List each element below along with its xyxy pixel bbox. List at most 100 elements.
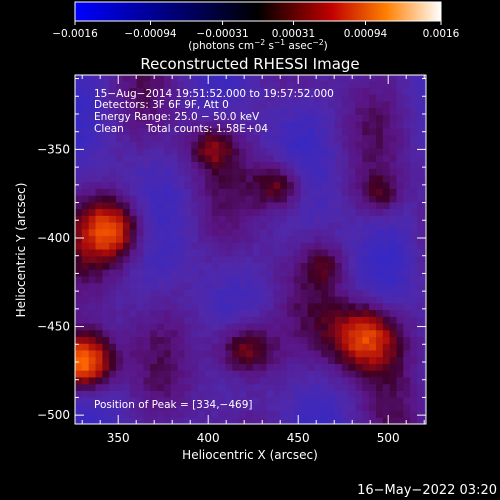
- heatmap-cell: [81, 336, 90, 344]
- heatmap-cell: [232, 114, 240, 122]
- heatmap-cell: [266, 161, 274, 169]
- heatmap-cell: [163, 154, 172, 162]
- heatmap-cell: [116, 174, 124, 183]
- heatmap-cell: [417, 161, 425, 169]
- heatmap-cell: [273, 336, 281, 344]
- heatmap-cell: [389, 174, 397, 183]
- heatmap-cell: [362, 208, 370, 216]
- heatmap-cell: [355, 302, 363, 311]
- heatmap-cell: [198, 410, 206, 418]
- heatmap-cell: [287, 376, 295, 385]
- heatmap-cell: [328, 269, 336, 277]
- heatmap-cell: [205, 87, 213, 95]
- heatmap-cell: [321, 121, 329, 129]
- heatmap-cell: [129, 275, 138, 284]
- heatmap-cell: [369, 114, 377, 122]
- x-axis-label: Heliocentric X (arcsec): [182, 448, 318, 462]
- heatmap-cell: [314, 417, 322, 424]
- heatmap-cell: [218, 370, 226, 378]
- heatmap-cell: [321, 94, 329, 102]
- heatmap-cell: [266, 168, 274, 176]
- heatmap-cell: [252, 181, 261, 189]
- heatmap-cell: [334, 141, 343, 149]
- heatmap-cell: [266, 397, 274, 405]
- heatmap-cell: [143, 417, 151, 424]
- heatmap-cell: [116, 114, 124, 122]
- heatmap-cell: [95, 127, 103, 136]
- heatmap-cell: [382, 75, 391, 82]
- heatmap-cell: [88, 94, 97, 102]
- heatmap-cell: [184, 289, 192, 297]
- heatmap-cell: [321, 417, 329, 424]
- heatmap-cell: [417, 289, 425, 297]
- heatmap-cell: [328, 188, 336, 196]
- heatmap-cell: [410, 134, 418, 142]
- heatmap-cell: [75, 161, 83, 169]
- heatmap-cell: [396, 269, 404, 277]
- heatmap-cell: [102, 242, 110, 250]
- heatmap-cell: [334, 275, 343, 284]
- heatmap-cell: [211, 168, 220, 176]
- heatmap-cell: [423, 302, 426, 311]
- heatmap-cell: [266, 188, 274, 196]
- heatmap-cell: [211, 356, 220, 364]
- heatmap-cell: [205, 215, 213, 223]
- heatmap-cell: [225, 323, 233, 331]
- heatmap-cell: [95, 75, 103, 82]
- heatmap-cell: [321, 195, 329, 203]
- heatmap-cell: [163, 94, 172, 102]
- heatmap-cell: [205, 397, 213, 405]
- heatmap-cell: [75, 235, 83, 243]
- heatmap-cell: [266, 269, 274, 277]
- heatmap-cell: [307, 302, 315, 311]
- heatmap-cell: [355, 329, 363, 338]
- x-tick-label: 450: [287, 431, 310, 445]
- heatmap-cell: [410, 87, 418, 95]
- heatmap-cell: [177, 107, 185, 115]
- heatmap-cell: [307, 356, 315, 364]
- heatmap-cell: [95, 269, 103, 277]
- heatmap-cell: [369, 100, 377, 109]
- heatmap-cell: [252, 141, 261, 149]
- heatmap-cell: [177, 154, 185, 162]
- heatmap-cell: [300, 397, 309, 405]
- heatmap-cell: [163, 141, 172, 149]
- heatmap-cell: [410, 107, 418, 115]
- heatmap-cell: [396, 390, 404, 398]
- heatmap-cell: [293, 181, 302, 189]
- heatmap-cell: [129, 121, 138, 129]
- heatmap-cell: [150, 100, 158, 109]
- heatmap-cell: [293, 282, 302, 290]
- y-tick-label: −450: [37, 320, 70, 334]
- heatmap-cell: [218, 269, 226, 277]
- heatmap-cell: [191, 410, 199, 418]
- heatmap-cell: [102, 161, 110, 169]
- heatmap-cell: [252, 397, 261, 405]
- heatmap-cell: [157, 154, 165, 162]
- heatmap-cell: [410, 242, 418, 250]
- heatmap-cell: [376, 80, 384, 88]
- heatmap-cell: [218, 363, 226, 371]
- heatmap-cell: [389, 302, 397, 311]
- heatmap-cell: [410, 235, 418, 243]
- heatmap-cell: [328, 397, 336, 405]
- heatmap-cell: [382, 168, 391, 176]
- heatmap-cell: [259, 309, 268, 317]
- heatmap-cell: [389, 249, 397, 257]
- heatmap-cell: [410, 282, 418, 290]
- heatmap-cell: [403, 174, 411, 183]
- heatmap-cell: [150, 127, 158, 136]
- heatmap-cell: [88, 370, 97, 378]
- heatmap-cell: [341, 201, 350, 210]
- heatmap-cell: [300, 390, 309, 398]
- heatmap-cell: [280, 107, 288, 115]
- heatmap-cell: [396, 195, 404, 203]
- heatmap-cell: [321, 262, 329, 270]
- heatmap-cell: [102, 100, 110, 109]
- heatmap-cell: [177, 289, 185, 297]
- heatmap-cell: [341, 316, 350, 324]
- heatmap-cell: [246, 168, 254, 176]
- heatmap-cell: [403, 107, 411, 115]
- heatmap-cell: [95, 336, 103, 344]
- heatmap-cell: [410, 349, 418, 358]
